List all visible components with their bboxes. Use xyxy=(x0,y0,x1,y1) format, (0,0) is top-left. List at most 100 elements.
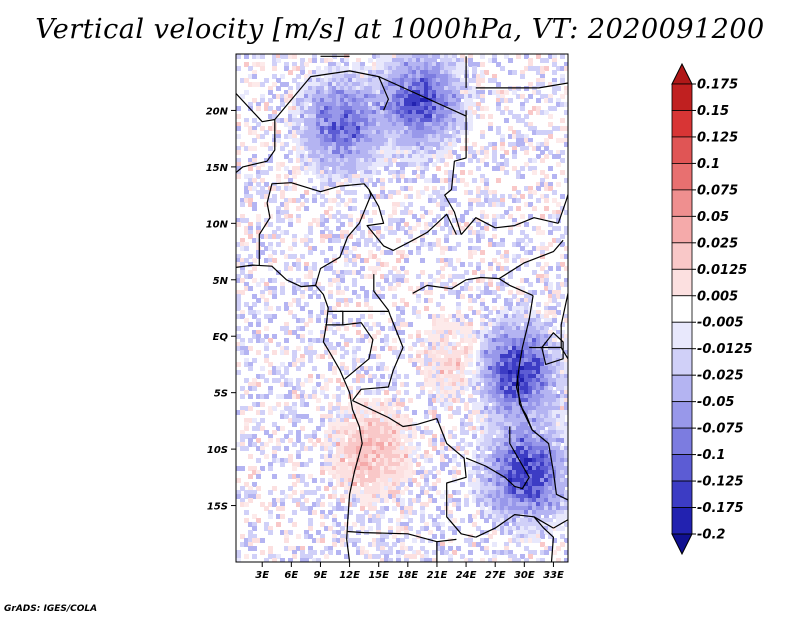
field-cell xyxy=(328,114,333,119)
field-cell xyxy=(344,462,349,467)
field-cell xyxy=(516,298,521,303)
field-cell xyxy=(440,82,445,87)
field-cell xyxy=(380,482,385,487)
field-cell xyxy=(416,174,421,179)
field-cell xyxy=(240,290,245,295)
field-cell xyxy=(332,154,337,159)
field-cell xyxy=(396,414,401,419)
field-cell xyxy=(396,306,401,311)
field-cell xyxy=(328,238,333,243)
field-cell xyxy=(356,150,361,155)
field-cell xyxy=(308,286,313,291)
field-cell xyxy=(432,342,437,347)
field-cell xyxy=(272,370,277,375)
field-cell xyxy=(404,374,409,379)
field-cell xyxy=(340,186,345,191)
field-cell xyxy=(332,106,337,111)
field-cell xyxy=(548,94,553,99)
field-cell xyxy=(500,310,505,315)
field-cell xyxy=(416,66,421,71)
field-cell xyxy=(460,366,465,371)
field-cell xyxy=(384,410,389,415)
field-cell xyxy=(556,342,561,347)
field-cell xyxy=(548,130,553,135)
field-cell xyxy=(556,434,561,439)
field-cell xyxy=(248,146,253,151)
field-cell xyxy=(368,374,373,379)
field-cell xyxy=(404,302,409,307)
field-cell xyxy=(468,442,473,447)
field-cell xyxy=(316,134,321,139)
field-cell xyxy=(448,114,453,119)
field-cell xyxy=(520,230,525,235)
field-cell xyxy=(520,338,525,343)
field-cell xyxy=(468,98,473,103)
field-cell xyxy=(308,126,313,131)
field-cell xyxy=(296,382,301,387)
field-cell xyxy=(348,106,353,111)
field-cell xyxy=(320,406,325,411)
field-cell xyxy=(500,402,505,407)
field-cell xyxy=(444,330,449,335)
field-cell xyxy=(420,166,425,171)
field-cell xyxy=(304,86,309,91)
field-cell xyxy=(512,318,517,323)
field-cell xyxy=(352,442,357,447)
field-cell xyxy=(308,70,313,75)
field-cell xyxy=(408,154,413,159)
field-cell xyxy=(464,382,469,387)
field-cell xyxy=(496,418,501,423)
field-cell xyxy=(468,154,473,159)
field-cell xyxy=(344,78,349,83)
field-cell xyxy=(368,410,373,415)
field-cell xyxy=(536,370,541,375)
field-cell xyxy=(300,474,305,479)
field-cell xyxy=(384,250,389,255)
field-cell xyxy=(508,318,513,323)
field-cell xyxy=(476,486,481,491)
field-cell xyxy=(288,458,293,463)
field-cell xyxy=(436,114,441,119)
field-cell xyxy=(272,334,277,339)
field-cell xyxy=(340,110,345,115)
field-cell xyxy=(504,366,509,371)
field-cell xyxy=(296,154,301,159)
field-cell xyxy=(444,130,449,135)
field-cell xyxy=(540,426,545,431)
field-cell xyxy=(432,366,437,371)
field-cell xyxy=(252,442,257,447)
field-cell xyxy=(420,138,425,143)
field-cell xyxy=(436,222,441,227)
field-cell xyxy=(548,322,553,327)
field-cell xyxy=(456,230,461,235)
field-cell xyxy=(336,386,341,391)
field-cell xyxy=(380,178,385,183)
field-cell xyxy=(248,254,253,259)
field-cell xyxy=(384,482,389,487)
field-cell xyxy=(476,238,481,243)
field-cell xyxy=(300,390,305,395)
field-cell xyxy=(324,226,329,231)
field-cell xyxy=(352,126,357,131)
field-cell xyxy=(364,290,369,295)
field-cell xyxy=(500,154,505,159)
field-cell xyxy=(284,434,289,439)
field-cell xyxy=(240,78,245,83)
field-cell xyxy=(352,174,357,179)
field-cell xyxy=(348,390,353,395)
field-cell xyxy=(436,418,441,423)
field-cell xyxy=(444,386,449,391)
field-cell xyxy=(248,126,253,131)
field-cell xyxy=(392,450,397,455)
field-cell xyxy=(536,350,541,355)
field-cell xyxy=(536,426,541,431)
field-cell xyxy=(528,394,533,399)
field-cell xyxy=(320,374,325,379)
field-cell xyxy=(292,98,297,103)
field-cell xyxy=(272,54,277,59)
field-cell xyxy=(464,406,469,411)
field-cell xyxy=(460,482,465,487)
field-cell xyxy=(368,390,373,395)
field-cell xyxy=(268,158,273,163)
field-cell xyxy=(448,62,453,67)
